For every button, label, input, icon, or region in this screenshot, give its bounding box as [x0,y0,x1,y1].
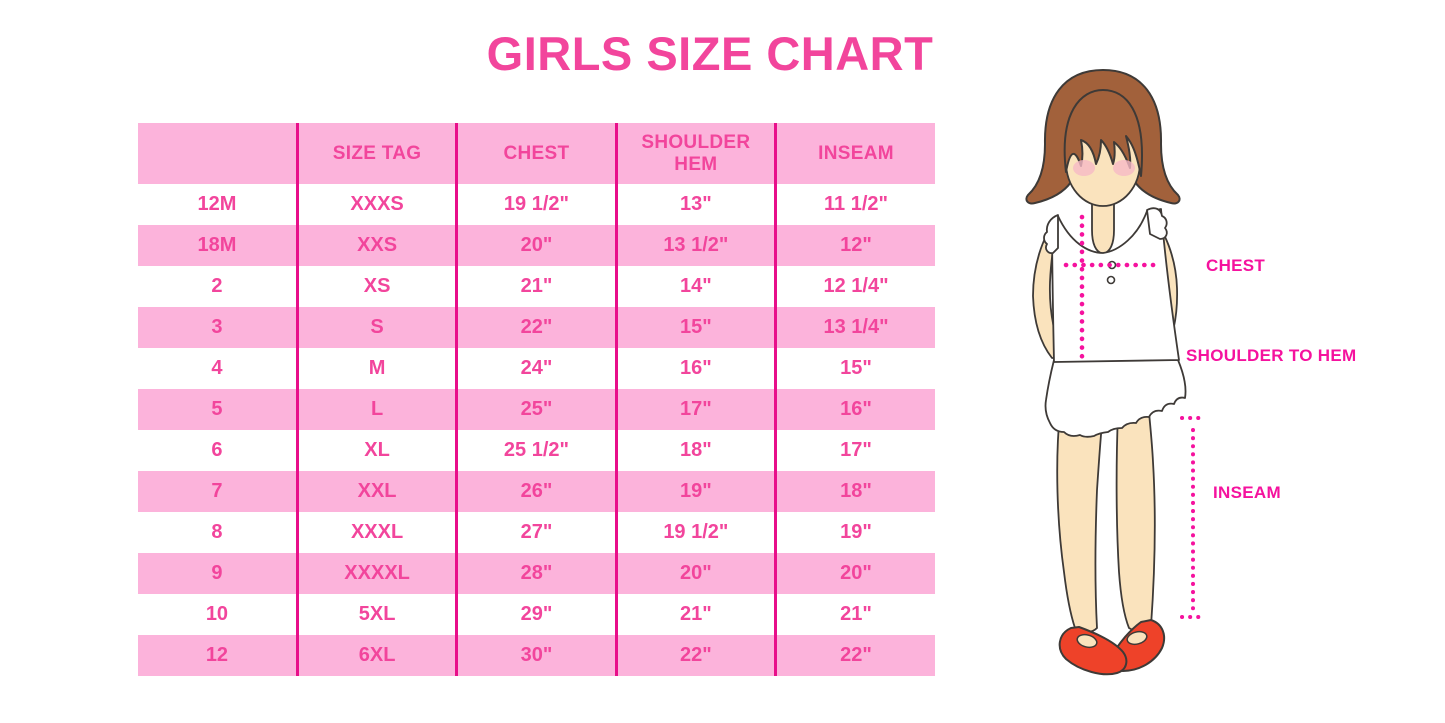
girl-figure-svg [1025,69,1205,676]
table-cell: 6 [211,439,223,461]
table-cell: 2 [211,275,223,297]
table-cell: XL [295,430,457,471]
girl-right-ruffle [1146,207,1168,240]
table-cell: 29" [455,594,617,635]
column-header: CHEST [455,123,617,184]
table-cell: 4 [211,357,223,379]
column-header [138,123,298,184]
table-cell: 19 1/2" [455,184,617,225]
inseam-label: INSEAM [1213,483,1281,502]
table-cell: XXXL [295,512,457,553]
girl-measurement-diagram: CHEST SHOULDER TO HEM INSEAM [1000,60,1430,705]
girl-skirt [1044,359,1187,438]
table-cell: 18" [774,471,935,512]
table-cell: 15" [614,307,776,348]
column-header: SIZE TAG [295,123,457,184]
table-header: SIZE TAG CHEST SHOULDER HEM INSEAM [138,123,935,184]
table-cell: 16" [774,389,935,430]
table-cell: M [295,348,457,389]
girl-left-ruffle [1043,214,1059,255]
table-cell: 8 [211,521,223,543]
table-cell: 12M [197,193,237,215]
girl-shoes [1058,619,1166,676]
table-cell: 15" [774,348,935,389]
table-cell: 26" [455,471,617,512]
table-row: 10 5XL 29" 21" 21" [138,594,935,635]
table-cell: 28" [455,553,617,594]
girls-size-table: SIZE TAG CHEST SHOULDER HEM INSEAM 12M XXXS 1… [138,123,935,676]
table-cell: 21" [774,594,935,635]
table-cell: 21" [614,594,776,635]
table-cell: 13 1/4" [774,307,935,348]
column-header: SHOULDER HEM [614,123,776,184]
table-cell: 19" [774,512,935,553]
table-cell: 18M [138,225,298,266]
table-cell: 7 [138,471,298,512]
page-title: GIRLS SIZE CHART [486,27,934,80]
table-cell: 9 [138,553,298,594]
table-cell: 20" [774,553,935,594]
table-cell: XXXXL [295,553,457,594]
table-row: 6 XL 25 1/2" 18" 17" [138,430,935,471]
table-row: 9 XXXXL 28" 20" 20" [138,553,935,594]
table-row: 7 XXL 26" 19" 18" [138,471,935,512]
table-cell: 14" [614,266,776,307]
girl-right-leg [1115,411,1156,633]
table-cell: 10 [205,603,229,625]
table-row: 4 M 24" 16" 15" [138,348,935,389]
table-cell: 16" [614,348,776,389]
table-cell: 19" [614,471,776,512]
table-row: 12 6XL 30" 22" 22" [138,635,935,676]
table-cell: 25 1/2" [455,430,617,471]
table-cell: 11 1/2" [774,184,935,225]
girl-bangs [1063,89,1143,177]
table-cell: 24" [455,348,617,389]
table-cell: 13 1/2" [614,225,776,266]
table-header-row: SIZE TAG CHEST SHOULDER HEM INSEAM [138,123,935,184]
table-cell: L [295,389,457,430]
girl-left-leg [1056,411,1104,634]
table-cell: 17" [614,389,776,430]
table-cell: 13" [614,184,776,225]
girl-left-cheek [1073,160,1095,176]
table-row: 18M XXS 20" 13 1/2" 12" [138,225,935,266]
table-cell: 27" [455,512,617,553]
top-button [1106,275,1116,285]
table-cell: 22" [774,635,935,676]
column-header: INSEAM [774,123,935,184]
table-cell: 30" [455,635,617,676]
table-cell: 20" [614,553,776,594]
table-row: 5 L 25" 17" 16" [138,389,935,430]
table-row: 12M XXXS 19 1/2" 13" 11 1/2" [138,184,935,225]
table-cell: 19 1/2" [614,512,776,553]
table-cell: XS [295,266,457,307]
table-cell: 20" [455,225,617,266]
table-cell: 22" [614,635,776,676]
table-cell: 17" [774,430,935,471]
table-cell: 18" [614,430,776,471]
table-cell: XXL [295,471,457,512]
girl-right-cheek [1113,160,1135,176]
table-cell: 21" [455,266,617,307]
table-cell: 12 [138,635,298,676]
table-row: 8 XXXL 27" 19 1/2" 19" [138,512,935,553]
table-cell: 12 1/4" [774,266,935,307]
chest-label: CHEST [1206,256,1266,275]
table-body: 12M XXXS 19 1/2" 13" 11 1/2" 18M XXS 20" 13 1/2"… [138,184,935,676]
table-cell: 5 [138,389,298,430]
table-row: 3 S 22" 15" 13 1/4" [138,307,935,348]
table-cell: XXS [295,225,457,266]
table-cell: XXXS [295,184,457,225]
table-cell: 12" [774,225,935,266]
table-cell: 6XL [295,635,457,676]
table-cell: 5XL [295,594,457,635]
table-cell: 22" [455,307,617,348]
table-cell: 25" [455,389,617,430]
table-cell: S [295,307,457,348]
table-row: 2 XS 21" 14" 12 1/4" [138,266,935,307]
shoulder-to-hem-label: SHOULDER TO HEM [1186,346,1357,365]
table-cell: 3 [138,307,298,348]
